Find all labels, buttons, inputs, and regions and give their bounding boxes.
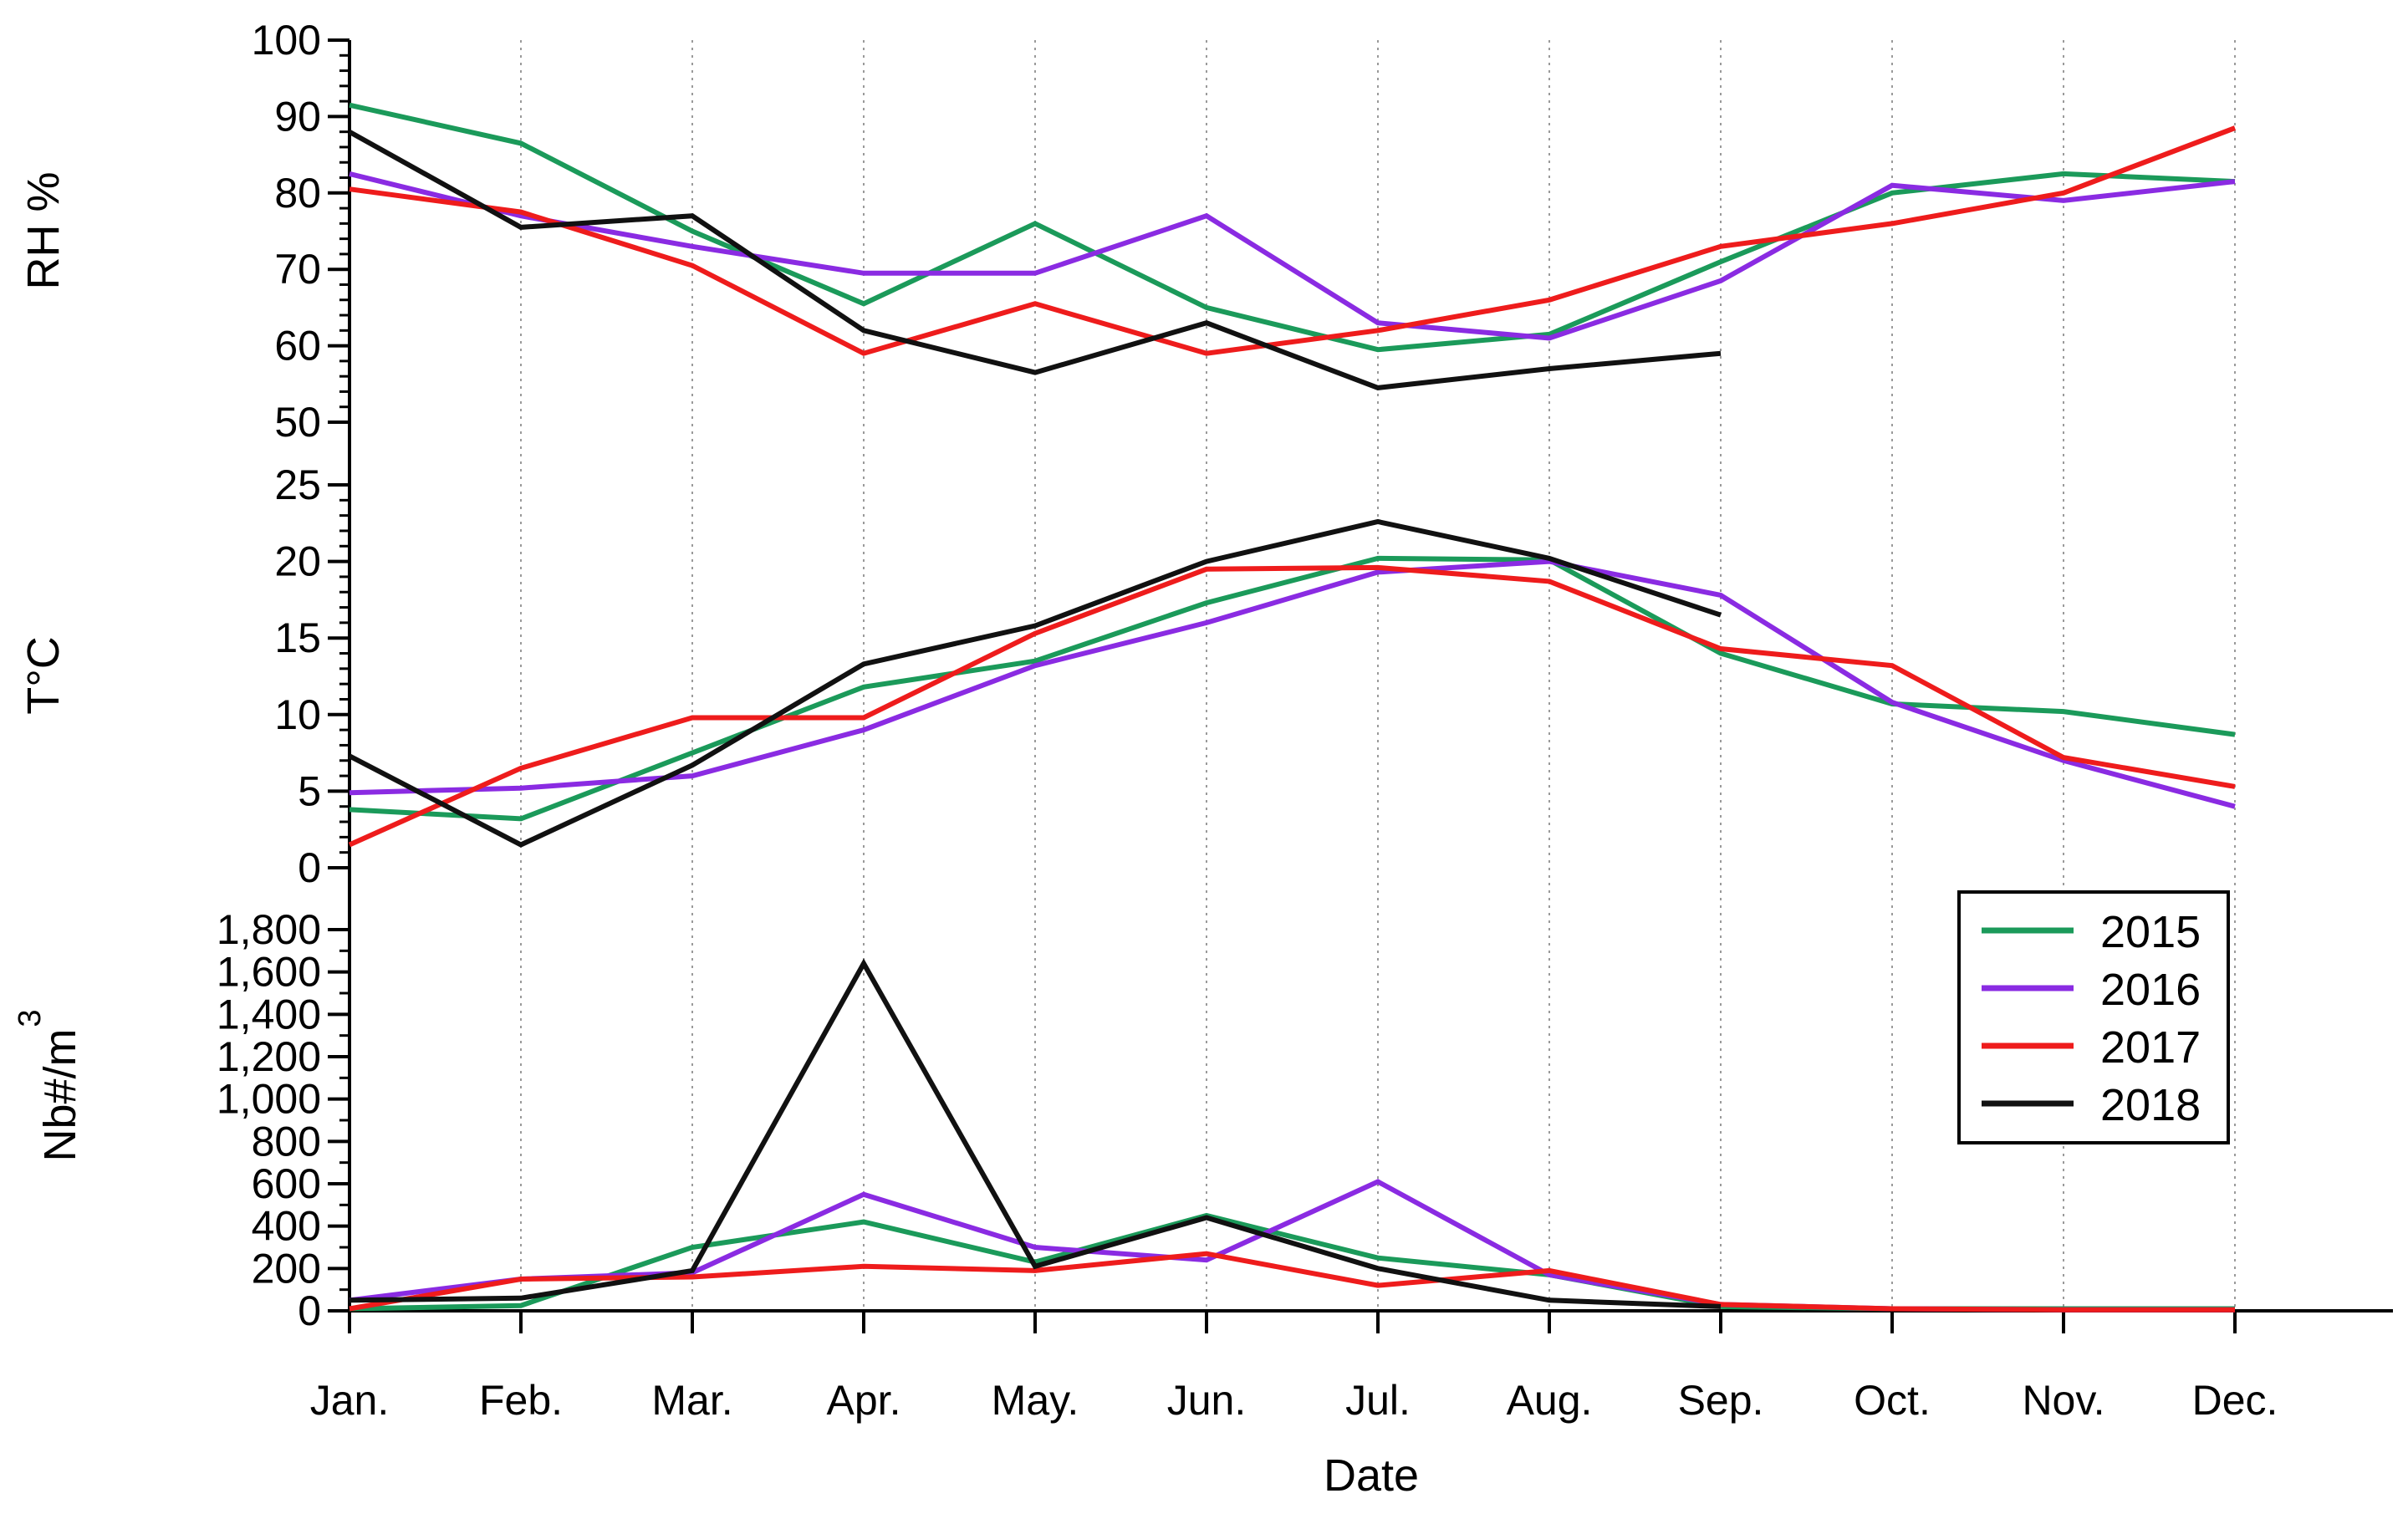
x-tick-label: Nov. — [2022, 1377, 2104, 1424]
y-tick-label-rh: 70 — [274, 246, 321, 293]
y-axis-title-nb-text: Nb#/m — [35, 1028, 85, 1161]
x-tick-label: Apr. — [827, 1377, 901, 1424]
y-axis-title-rh-text: RH % — [18, 171, 69, 289]
x-tick-label: Jul. — [1345, 1377, 1411, 1424]
y-axis-title-nb-superscript: 3 — [13, 1009, 48, 1027]
y-tick-label-rh: 90 — [274, 93, 321, 140]
y-tick-label-temp: 0 — [298, 844, 321, 891]
y-tick-label-nb: 1,200 — [217, 1033, 321, 1080]
y-tick-label-nb: 1,400 — [217, 991, 321, 1037]
y-tick-label-rh: 80 — [274, 170, 321, 217]
legend-label-2015: 2015 — [2100, 907, 2201, 957]
series-line-nb-2018 — [349, 958, 1722, 1309]
x-tick-label: Dec. — [2192, 1377, 2278, 1424]
series-line-temp-2018 — [348, 518, 1722, 848]
series-line-rh-2015 — [349, 102, 2236, 353]
y-tick-label-nb: 1,000 — [217, 1076, 321, 1123]
x-tick-label: Jan. — [310, 1377, 390, 1424]
series-line-temp-2015 — [349, 555, 2236, 822]
series-line-temp-2017 — [348, 564, 2236, 848]
y-tick-label-nb: 600 — [252, 1160, 321, 1207]
series-lines — [348, 102, 2237, 1313]
y-tick-label-temp: 10 — [274, 691, 321, 738]
x-tick-label: May. — [992, 1377, 1079, 1424]
x-tick-label: Mar. — [651, 1377, 732, 1424]
y-axis-title-temp-text: T°C — [18, 636, 69, 715]
x-tick-label: Sep. — [1678, 1377, 1764, 1424]
x-tick-label: Jun. — [1167, 1377, 1247, 1424]
x-tick-label: Aug. — [1507, 1377, 1593, 1424]
y-tick-label-nb: 200 — [252, 1245, 321, 1292]
series-line-temp-2016 — [349, 558, 2236, 809]
series-line-nb-2015 — [349, 1212, 2235, 1312]
y-axis-title-temp: T°C — [18, 636, 69, 715]
y-axis-title-rh: RH % — [18, 171, 69, 289]
y-tick-label-temp: 20 — [274, 538, 321, 585]
y-axis-title-nb: Nb#/m 3 — [13, 1009, 85, 1161]
x-tick-label: Feb. — [479, 1377, 563, 1424]
series-line-rh-2018 — [348, 130, 1722, 390]
y-tick-label-temp: 15 — [274, 614, 321, 661]
legend-label-2016: 2016 — [2100, 965, 2201, 1015]
y-tick-label-nb: 1,600 — [217, 949, 321, 996]
y-tick-label-nb: 1,800 — [217, 906, 321, 953]
y-tick-label-rh: 60 — [274, 323, 321, 370]
y-tick-label-nb: 400 — [252, 1203, 321, 1250]
x-axis-title: Date — [1324, 1450, 1419, 1501]
grid-lines — [520, 40, 2236, 1311]
y-tick-label-nb: 800 — [252, 1118, 321, 1165]
x-tick-label: Oct. — [1854, 1377, 1931, 1424]
series-line-rh-2016 — [349, 171, 2236, 341]
legend-label-2017: 2017 — [2100, 1022, 2201, 1073]
y-tick-label-temp: 25 — [274, 461, 321, 508]
y-tick-label-rh: 50 — [274, 399, 321, 446]
series-line-rh-2017 — [349, 125, 2237, 356]
axes: Jan. Feb. Mar. Apr. May. Jun. Jul. Aug. Sep. Oct.… — [217, 17, 2393, 1424]
series-line-nb-2016 — [349, 1179, 2235, 1313]
y-tick-label-temp: 5 — [298, 767, 321, 814]
y-tick-label-nb: 0 — [298, 1287, 321, 1334]
legend-label-2018: 2018 — [2100, 1080, 2201, 1130]
y-tick-label-rh: 100 — [252, 17, 321, 64]
legend: 2015 2016 2017 2018 — [1957, 890, 2230, 1144]
